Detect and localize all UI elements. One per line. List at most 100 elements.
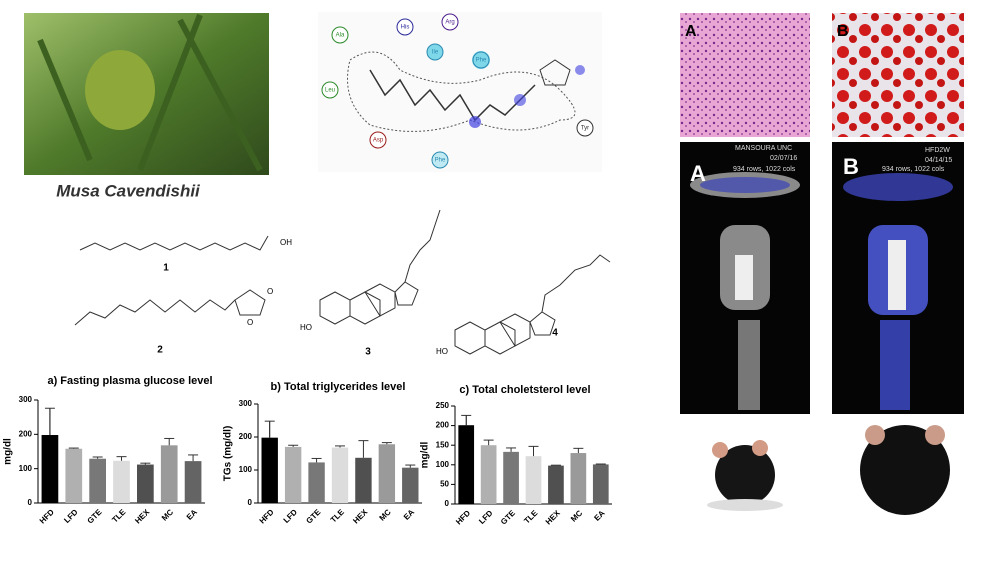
x-tick-label: TLE (110, 507, 128, 525)
mouse-lean (707, 440, 783, 511)
panel-label: A (685, 23, 697, 40)
scan-text: MANSOURA UNC (735, 145, 792, 152)
atom-label: HO (300, 323, 312, 332)
residue-label: His (401, 25, 410, 31)
bar (402, 467, 419, 503)
y-tick-label: 150 (436, 440, 450, 449)
x-tick-label: GTE (304, 507, 322, 525)
residue-label: Ile (432, 50, 439, 56)
ct-scan-b (832, 142, 964, 414)
atom-label: HO (436, 347, 448, 356)
chart-title: c) Total choletsterol level (459, 384, 590, 396)
x-tick-label: EA (402, 507, 416, 521)
bar (548, 465, 564, 504)
y-tick-label: 200 (239, 432, 253, 441)
docking-diagram (318, 12, 602, 172)
x-tick-label: HFD (454, 508, 472, 526)
y-tick-label: 100 (239, 465, 253, 474)
y-tick-label: 0 (248, 498, 253, 507)
residue-node (396, 18, 414, 36)
compound-label: 1 (163, 263, 169, 274)
bar (41, 435, 59, 503)
scan-text: HFD2W (925, 147, 950, 154)
compound-label: 4 (552, 328, 558, 339)
residue-node (472, 51, 490, 69)
histology-b (832, 13, 964, 137)
atom-label: OH (280, 238, 292, 247)
y-tick-label: 100 (436, 460, 450, 469)
y-tick-label: 300 (19, 395, 33, 404)
bar (184, 461, 202, 503)
x-tick-label: HEX (544, 508, 562, 526)
x-tick-label: EA (185, 507, 199, 521)
bar (65, 448, 83, 503)
ct-scan-a (680, 142, 810, 414)
atom-label: O (247, 318, 253, 327)
x-tick-label: EA (592, 508, 606, 522)
residue-label: Arg (445, 20, 454, 26)
y-axis-label: TGs (mg/dl) (223, 426, 234, 482)
residue-label: Tyr (581, 126, 589, 132)
x-tick-label: LFD (477, 508, 495, 526)
atom-label: O (267, 287, 273, 296)
y-tick-label: 0 (28, 498, 33, 507)
x-tick-label: LFD (282, 507, 300, 525)
chart-title: a) Fasting plasma glucose level (47, 375, 212, 387)
caption: Musa Cavendishii (56, 181, 201, 200)
x-tick-label: MC (160, 507, 175, 522)
bar (137, 464, 154, 503)
y-axis-label: mg/dl (3, 438, 14, 465)
y-tick-label: 100 (19, 464, 33, 473)
bar (89, 458, 106, 503)
residue-label: Asp (373, 138, 384, 144)
bar (261, 437, 278, 503)
x-tick-label: TLE (329, 507, 347, 525)
mouse-obese (860, 425, 950, 515)
bar (355, 457, 372, 503)
bar (331, 447, 349, 503)
histology-a (680, 13, 810, 137)
bar (284, 446, 302, 503)
bar (378, 444, 396, 503)
residue-node (321, 81, 339, 99)
x-tick-label: LFD (62, 507, 80, 525)
residue-node (426, 43, 444, 61)
y-tick-label: 0 (445, 499, 450, 508)
residue-node (331, 26, 349, 44)
x-tick-label: TLE (522, 508, 540, 526)
y-tick-label: 50 (440, 480, 449, 489)
bar (160, 445, 178, 503)
scan-text: 934 rows, 1022 cols (882, 166, 945, 173)
y-tick-label: 250 (436, 401, 450, 410)
residue-label: Ala (336, 33, 345, 39)
banana-photo (24, 13, 269, 175)
panel-label: B (843, 154, 859, 179)
residue-node (431, 151, 449, 169)
x-tick-label: HEX (133, 507, 151, 525)
x-tick-label: MC (378, 507, 393, 522)
y-tick-label: 200 (436, 421, 450, 430)
residue-label: Phe (476, 58, 487, 64)
bar (525, 456, 542, 504)
bar (480, 445, 497, 504)
scan-text: 934 rows, 1022 cols (733, 166, 796, 173)
scan-text: 04/14/15 (925, 157, 952, 164)
x-tick-label: HFD (38, 507, 56, 525)
bar (113, 460, 130, 503)
x-tick-label: GTE (499, 508, 517, 526)
scan-text: 02/07/16 (770, 155, 797, 162)
y-axis-label: mg/dl (420, 441, 431, 468)
residue-label: Leu (325, 88, 335, 94)
residue-node (369, 131, 387, 149)
y-tick-label: 200 (19, 429, 33, 438)
bar (308, 462, 325, 503)
x-tick-label: GTE (86, 507, 104, 525)
panel-label: A (690, 161, 706, 186)
x-tick-label: HEX (351, 507, 369, 525)
x-tick-label: HFD (258, 507, 276, 525)
residue-label: Phe (435, 158, 446, 164)
chart-title: b) Total triglycerides level (271, 381, 406, 393)
residue-node (441, 13, 459, 31)
bar (458, 425, 475, 504)
